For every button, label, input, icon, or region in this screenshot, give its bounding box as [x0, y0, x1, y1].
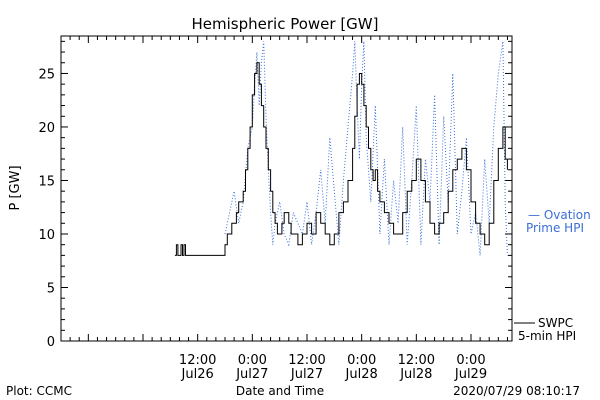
plot-area	[60, 35, 513, 342]
x-tick-date-label: Jul26	[181, 367, 214, 382]
series-line-swpc-5-min-hpi	[174, 62, 508, 256]
chart-title: Hemispheric Power [GW]	[192, 15, 379, 33]
legend-swpc: SWPC 5-min HPI	[514, 316, 576, 343]
y-axis-label: P [GW]	[8, 165, 23, 210]
x-axis: 12:00Jul260:00Jul2712:00Jul270:00Jul2812…	[60, 36, 508, 382]
legend-ovation: — Ovation Prime HPI	[526, 208, 591, 235]
legend-ovation-line1: — Ovation	[528, 208, 591, 222]
x-tick-time-label: 0:00	[238, 353, 267, 368]
y-tick-label: 25	[38, 67, 55, 82]
y-axis: 0 5 10 15 20 25	[38, 40, 512, 350]
x-tick-date-label: Jul28	[345, 367, 378, 382]
footer-timestamp: 2020/07/29 08:10:17	[453, 384, 580, 398]
x-tick-date-label: Jul27	[235, 367, 268, 382]
x-tick-time-label: 12:00	[398, 353, 435, 368]
x-tick-time-label: 0:00	[456, 353, 485, 368]
legend-ovation-line2: Prime HPI	[526, 221, 584, 235]
y-tick-label: 10	[38, 228, 55, 243]
legend-swpc-line1: SWPC	[538, 316, 573, 330]
x-tick-time-label: 0:00	[347, 353, 376, 368]
x-axis-label: Date and Time	[236, 384, 324, 398]
series-line-ovation-prime-hpi	[224, 41, 508, 256]
y-tick-label: 5	[47, 281, 55, 296]
plot-frame-border	[60, 35, 513, 342]
legend-swpc-line2: 5-min HPI	[518, 329, 576, 343]
footer-plot-credit: Plot: CCMC	[6, 384, 72, 398]
x-tick-date-label: Jul28	[399, 367, 432, 382]
x-tick-time-label: 12:00	[179, 353, 216, 368]
x-tick-date-label: Jul27	[290, 367, 323, 382]
y-tick-label: 0	[47, 335, 55, 350]
y-tick-label: 20	[38, 121, 55, 136]
x-tick-time-label: 12:00	[288, 353, 325, 368]
x-tick-date-label: Jul29	[454, 367, 487, 382]
y-tick-label: 15	[38, 174, 55, 189]
series-group	[174, 41, 508, 256]
